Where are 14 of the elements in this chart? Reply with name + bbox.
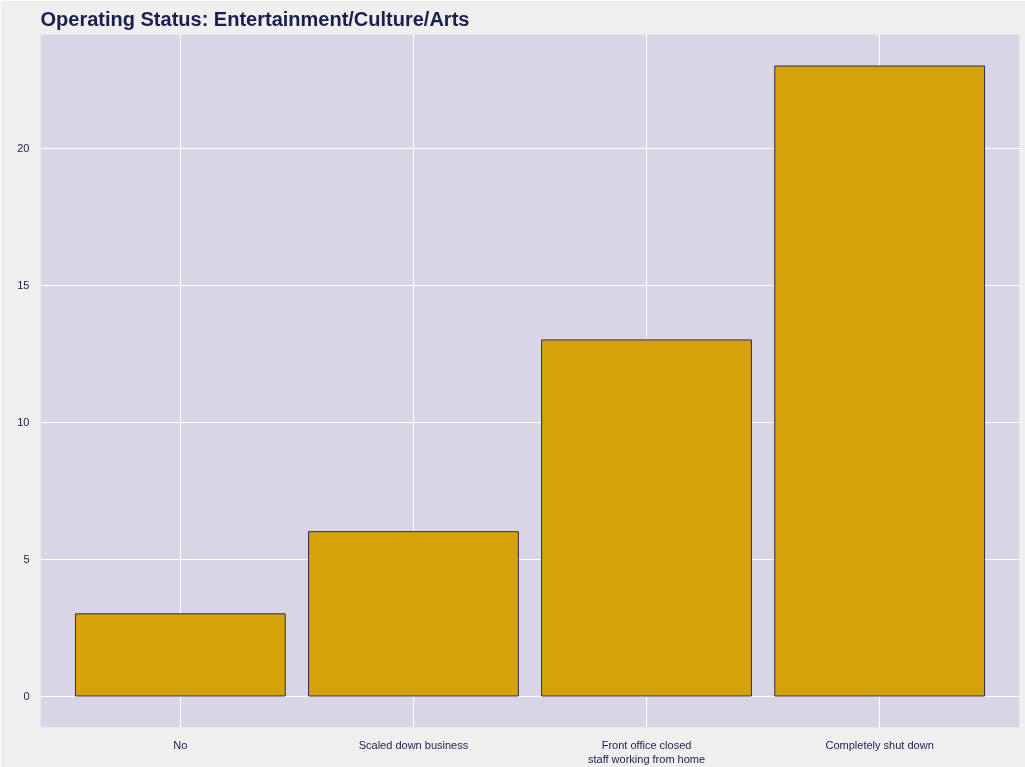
chart-title: Operating Status: Entertainment/Culture/Arts xyxy=(40,7,470,30)
bar xyxy=(74,613,286,697)
y-tick-label: 0 xyxy=(23,690,30,702)
y-tick-label: 15 xyxy=(17,279,30,292)
y-tick-label: 10 xyxy=(17,416,30,429)
x-tick-label: Scaled down business xyxy=(358,738,469,751)
x-tick-label: Completely shut down xyxy=(825,738,934,751)
x-tick-label: Front office closed staff working from home xyxy=(587,738,706,765)
bar xyxy=(308,531,519,697)
y-tick-label: 20 xyxy=(17,142,30,155)
bar xyxy=(541,339,752,697)
x-tick-label: No xyxy=(173,738,188,751)
bar xyxy=(774,65,986,697)
y-tick-label: 5 xyxy=(23,553,30,566)
